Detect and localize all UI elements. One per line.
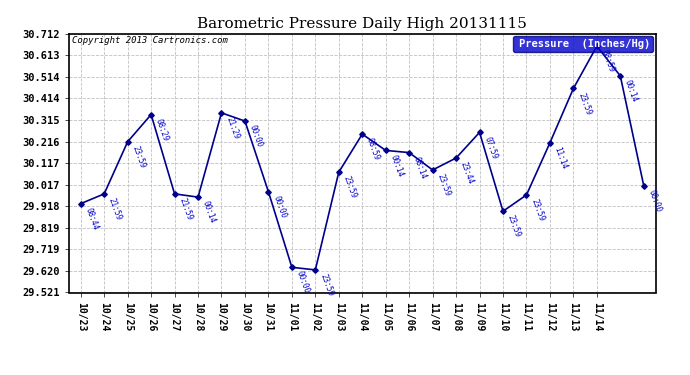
Text: 00:00: 00:00 xyxy=(295,270,311,295)
Text: Copyright 2013 Cartronics.com: Copyright 2013 Cartronics.com xyxy=(72,36,228,45)
Text: 23:59: 23:59 xyxy=(529,198,546,222)
Text: 08:14: 08:14 xyxy=(412,155,428,180)
Text: 23:59: 23:59 xyxy=(318,273,335,297)
Text: 23:59: 23:59 xyxy=(576,91,593,116)
Text: 11:14: 11:14 xyxy=(553,146,569,170)
Text: 08:29: 08:29 xyxy=(154,117,170,142)
Text: 00:14: 00:14 xyxy=(388,153,405,178)
Text: 00:14: 00:14 xyxy=(623,79,640,104)
Text: 21:59: 21:59 xyxy=(107,196,124,222)
Text: 23:59: 23:59 xyxy=(130,144,147,169)
Text: 23:59: 23:59 xyxy=(506,214,522,239)
Text: 07:59: 07:59 xyxy=(482,135,499,160)
Text: 23:44: 23:44 xyxy=(459,161,475,186)
Legend: Pressure  (Inches/Hg): Pressure (Inches/Hg) xyxy=(513,36,653,52)
Text: 23:59: 23:59 xyxy=(342,175,358,200)
Text: 21:59: 21:59 xyxy=(177,196,194,222)
Text: 08:59: 08:59 xyxy=(365,137,382,162)
Text: 08:44: 08:44 xyxy=(83,206,100,231)
Text: 00:14: 00:14 xyxy=(201,200,217,225)
Text: 21:29: 21:29 xyxy=(224,116,241,140)
Text: 23:59: 23:59 xyxy=(435,173,452,198)
Text: 00:00: 00:00 xyxy=(248,124,264,148)
Text: 08:59: 08:59 xyxy=(600,49,616,74)
Text: 08:00: 08:00 xyxy=(647,189,663,213)
Title: Barometric Pressure Daily High 20131115: Barometric Pressure Daily High 20131115 xyxy=(197,17,527,31)
Text: 00:00: 00:00 xyxy=(271,195,288,219)
